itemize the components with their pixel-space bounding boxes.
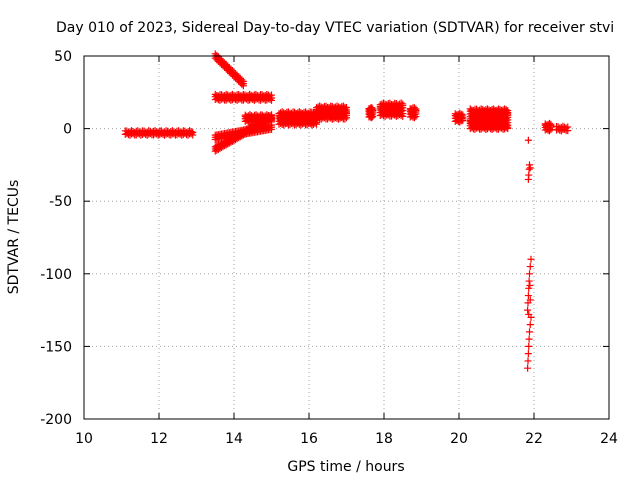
data-point — [227, 65, 235, 73]
data-point — [214, 53, 222, 61]
data-point — [524, 306, 532, 314]
y-tick-label: -50 — [49, 194, 72, 210]
data-point — [236, 74, 244, 82]
x-tick-label: 22 — [525, 431, 543, 447]
x-tick-label: 18 — [375, 431, 393, 447]
data-point — [224, 62, 232, 70]
x-tick-label: 16 — [300, 431, 318, 447]
x-tick-label: 10 — [75, 431, 93, 447]
data-marks — [121, 50, 572, 372]
data-point — [564, 123, 572, 131]
data-point — [145, 127, 153, 135]
y-tick-label: 0 — [63, 122, 72, 138]
data-point — [189, 128, 197, 136]
x-tick-label: 12 — [150, 431, 168, 447]
data-point — [412, 105, 420, 113]
data-point — [232, 70, 240, 78]
data-point — [526, 164, 534, 172]
data-point — [524, 175, 532, 183]
x-tick-label: 24 — [600, 431, 618, 447]
data-point — [524, 292, 532, 300]
ticks-layer: 10 12 14 16 18 20 22 24 -200 -150 -100 -50 0 50 — [40, 49, 618, 447]
data-point — [525, 277, 533, 285]
y-tick-label: -200 — [40, 412, 72, 428]
data-point — [504, 107, 512, 115]
data-point — [459, 111, 467, 119]
data-point — [457, 110, 465, 118]
data-point — [524, 350, 532, 358]
data-point — [221, 59, 229, 67]
data-point — [343, 104, 350, 112]
data-point — [213, 51, 221, 59]
data-point — [526, 281, 534, 289]
data-point — [524, 136, 532, 144]
data-point — [222, 61, 230, 69]
data-point — [526, 321, 534, 329]
data-point — [238, 76, 246, 84]
data-point — [266, 112, 274, 120]
data-point — [228, 67, 236, 75]
data-point — [369, 105, 377, 113]
data-point — [128, 127, 136, 135]
data-point — [526, 328, 533, 336]
data-point — [225, 64, 233, 72]
data-point — [230, 68, 238, 76]
data-point — [526, 296, 534, 304]
y-tick-label: -100 — [40, 267, 72, 283]
data-point — [268, 111, 275, 119]
data-point — [527, 313, 535, 321]
data-point — [524, 364, 532, 372]
data-point — [399, 100, 407, 108]
data-point — [559, 122, 567, 130]
data-point — [187, 128, 195, 136]
data-point — [218, 56, 225, 64]
chart-title: Day 010 of 2023, Sidereal Day-to-day VTE… — [56, 20, 614, 36]
data-point — [525, 335, 533, 343]
x-axis-label: GPS time / hours — [287, 459, 404, 475]
data-point — [527, 255, 535, 263]
data-point — [233, 71, 241, 79]
data-point — [525, 342, 533, 350]
x-tick-label: 20 — [450, 431, 468, 447]
data-point — [547, 120, 555, 128]
data-point — [524, 357, 532, 365]
data-point — [239, 77, 247, 85]
y-tick-label: 50 — [54, 49, 72, 65]
x-tick-label: 14 — [225, 431, 243, 447]
data-point — [186, 127, 194, 135]
data-point — [235, 73, 243, 81]
data-point — [219, 57, 227, 65]
data-point — [526, 263, 534, 271]
y-axis-label: SDTVAR / TECUs — [6, 180, 22, 295]
y-tick-label: -150 — [40, 339, 72, 355]
plot-frame — [83, 55, 610, 420]
data-point — [268, 91, 275, 99]
data-point — [526, 270, 533, 278]
